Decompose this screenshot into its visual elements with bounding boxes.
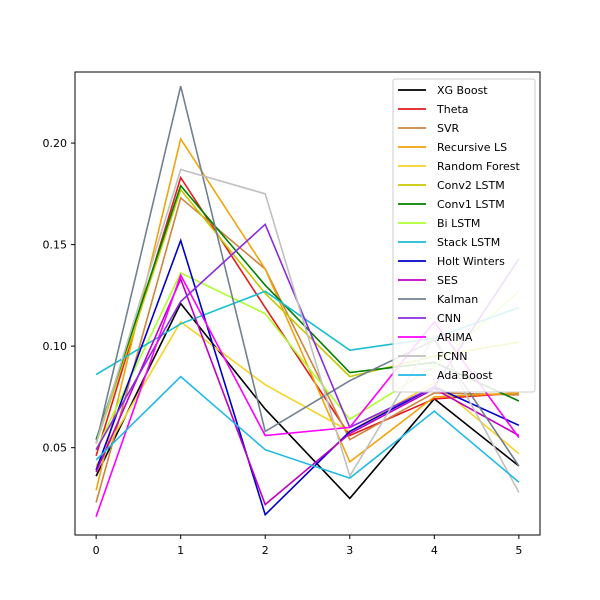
x-axis-ticks: 0 1 2 3 4 5 bbox=[93, 535, 522, 557]
legend-box bbox=[392, 78, 536, 393]
x-tick-label: 3 bbox=[346, 544, 353, 557]
legend-label: Conv1 LSTM bbox=[437, 198, 505, 211]
legend-label: Theta bbox=[436, 103, 469, 116]
legend-label: Holt Winters bbox=[437, 255, 505, 268]
legend-label: Recursive LS bbox=[437, 141, 507, 154]
legend-label: Conv2 LSTM bbox=[437, 179, 505, 192]
x-tick-label: 1 bbox=[177, 544, 184, 557]
legend: XG Boost Theta SVR Recursive LS Random Fores… bbox=[392, 78, 536, 393]
x-tick-label: 5 bbox=[515, 544, 522, 557]
legend-label: FCNN bbox=[437, 350, 467, 363]
x-tick-label: 0 bbox=[93, 544, 100, 557]
legend-label: SVR bbox=[437, 122, 460, 135]
legend-label: ARIMA bbox=[437, 331, 473, 344]
legend-label: SES bbox=[437, 274, 458, 287]
plot-border bbox=[74, 71, 541, 536]
legend-label: XG Boost bbox=[437, 84, 488, 97]
legend-label: Kalman bbox=[437, 293, 478, 306]
legend-label: CNN bbox=[437, 312, 461, 325]
y-axis-ticks: 0.05 0.10 0.15 0.20 bbox=[43, 137, 75, 455]
y-tick-label: 0.05 bbox=[43, 442, 68, 455]
y-tick-label: 0.10 bbox=[43, 340, 68, 353]
y-tick-label: 0.15 bbox=[43, 239, 68, 252]
legend-label: Stack LSTM bbox=[437, 236, 500, 249]
legend-label: Random Forest bbox=[437, 160, 520, 173]
legend-label: Bi LSTM bbox=[437, 217, 480, 230]
series-line-15 bbox=[95, 375, 520, 483]
series-line-1 bbox=[95, 175, 519, 457]
series-line-9 bbox=[95, 238, 520, 517]
series-line-4 bbox=[95, 320, 520, 467]
x-tick-label: 2 bbox=[262, 544, 269, 557]
axes-frame bbox=[74, 71, 541, 536]
legend-label: Ada Boost bbox=[437, 369, 493, 382]
x-tick-label: 4 bbox=[431, 544, 438, 557]
series-line-10 bbox=[95, 276, 520, 506]
y-tick-label: 0.20 bbox=[43, 137, 68, 150]
